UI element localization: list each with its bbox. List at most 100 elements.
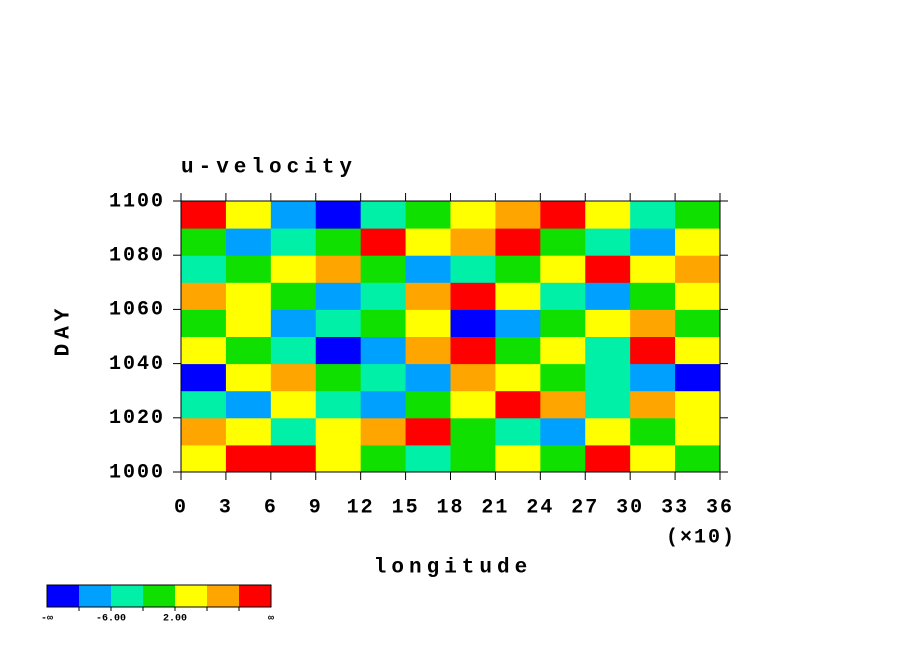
field-cell [630,363,676,392]
chart-title: u-velocity [181,157,357,180]
colorbar-swatch [111,585,143,607]
field-cell [450,282,496,310]
field-cell [675,255,721,283]
field-cell [450,363,496,392]
field-cell [360,390,407,419]
y-tick-label: 1000 [109,461,165,484]
field-cell [540,228,586,256]
field-cell [585,309,631,337]
field-cell [181,444,227,473]
field-cell [225,444,272,473]
x-tick-label: 15 [392,496,420,519]
field-cell [630,255,676,283]
x-multiplier: (×10) [666,526,736,549]
field-cell [225,336,272,365]
field-cell [540,309,586,337]
y-tick-label: 1020 [109,407,165,430]
colorbar-label: -6.00 [96,614,126,625]
field-cell [630,282,676,310]
field-cell [675,363,721,392]
x-tick-label: 21 [481,496,509,519]
field-cell [360,444,407,473]
field-cell [405,255,451,283]
field-cell [585,444,631,473]
y-tick-label: 1080 [109,244,165,267]
field-cell [630,309,676,337]
field-cell [495,309,541,337]
field-cell [270,309,317,337]
field-cell [630,228,676,256]
field-cell [630,336,676,365]
field-cell [270,282,317,310]
field-cell [270,417,317,446]
field-cell [270,444,317,473]
field-cell [181,201,227,229]
field-cell [360,417,407,446]
field-cell [630,444,676,473]
field-cell [450,444,496,473]
field-cell [405,309,451,337]
field-cell [181,255,227,283]
field-cell [450,417,496,446]
field-cell [270,255,317,283]
colorbar-swatch [79,585,111,607]
field-cell [585,363,631,392]
x-tick-label: 6 [264,496,278,519]
field-cell [450,255,496,283]
field-cell [270,363,317,392]
field-cell [270,201,317,229]
field-cell [405,363,451,392]
field-cell [315,201,362,229]
field-cell [540,390,586,419]
x-tick-label: 9 [309,496,323,519]
field-cell [405,228,451,256]
x-tick-label: 18 [436,496,464,519]
y-tick-label: 1040 [109,353,165,376]
field-cell [495,390,541,419]
field-cell [540,336,586,365]
colorbar-swatch [47,585,79,607]
y-tick-label: 1100 [109,190,165,213]
field-cell [225,390,272,419]
field-cell [675,309,721,337]
x-tick-label: 27 [571,496,599,519]
field-cell [495,282,541,310]
field-cell [360,228,407,256]
x-tick-label: 0 [174,496,188,519]
field-cell [405,201,451,229]
x-tick-label: 30 [616,496,644,519]
field-cell [405,282,451,310]
field-cell [495,336,541,365]
field-cell [315,444,362,473]
field-cell [450,336,496,365]
field-cell [630,201,676,229]
field-cell [225,201,272,229]
field-cell [540,363,586,392]
y-axis-label: DAY [53,304,76,357]
field-cell [585,201,631,229]
field-cell [630,417,676,446]
colorbar-label: ∞ [268,614,274,625]
field-cell [405,390,451,419]
field-cell [405,417,451,446]
field-cell [450,309,496,337]
field-cell [315,336,362,365]
field-cell [315,417,362,446]
field-cell [675,336,721,365]
colorbar-frame [46,584,272,608]
field-cell [585,282,631,310]
field-cell [270,336,317,365]
field-cell [225,309,272,337]
field-cell [585,228,631,256]
field-cell [315,390,362,419]
field-cell [360,363,407,392]
colorbar-swatch [239,585,271,607]
field-cell [495,444,541,473]
field-cell [225,255,272,283]
field-cell [270,390,317,419]
field-cell [585,417,631,446]
field-cell [405,336,451,365]
field-cell [225,282,272,310]
field-cell [495,363,541,392]
field-cell [540,282,586,310]
